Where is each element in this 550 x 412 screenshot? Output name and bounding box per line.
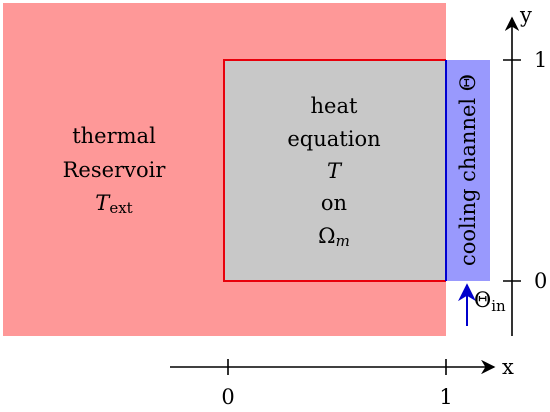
x-axis-label: x — [502, 355, 514, 379]
domain-region-symbol: Ωm — [318, 224, 350, 250]
y-axis-label: y — [519, 3, 532, 27]
domain-label-line4: on — [321, 191, 347, 215]
cooling-channel — [446, 60, 490, 281]
heat-domain-border — [223, 59, 446, 282]
x-axis-tick-label-1: 1 — [439, 385, 452, 409]
x-axis-tick-label-0: 0 — [221, 385, 234, 409]
domain-symbol: T — [327, 159, 343, 183]
y-axis-tick-label-0: 0 — [534, 269, 547, 293]
inflow-label: Θin — [474, 288, 506, 315]
reservoir-symbol: Text — [95, 191, 132, 217]
domain-label-line1: heat — [311, 94, 358, 118]
reservoir-label-line2: Reservoir — [63, 158, 167, 182]
heat-domain — [224, 60, 446, 281]
cooling-channel-label: cooling channel Θ — [456, 74, 480, 266]
reservoir-label-line1: thermal — [72, 124, 156, 148]
y-axis-tick-label-1: 1 — [534, 48, 547, 72]
domain-label-line2: equation — [287, 127, 380, 151]
